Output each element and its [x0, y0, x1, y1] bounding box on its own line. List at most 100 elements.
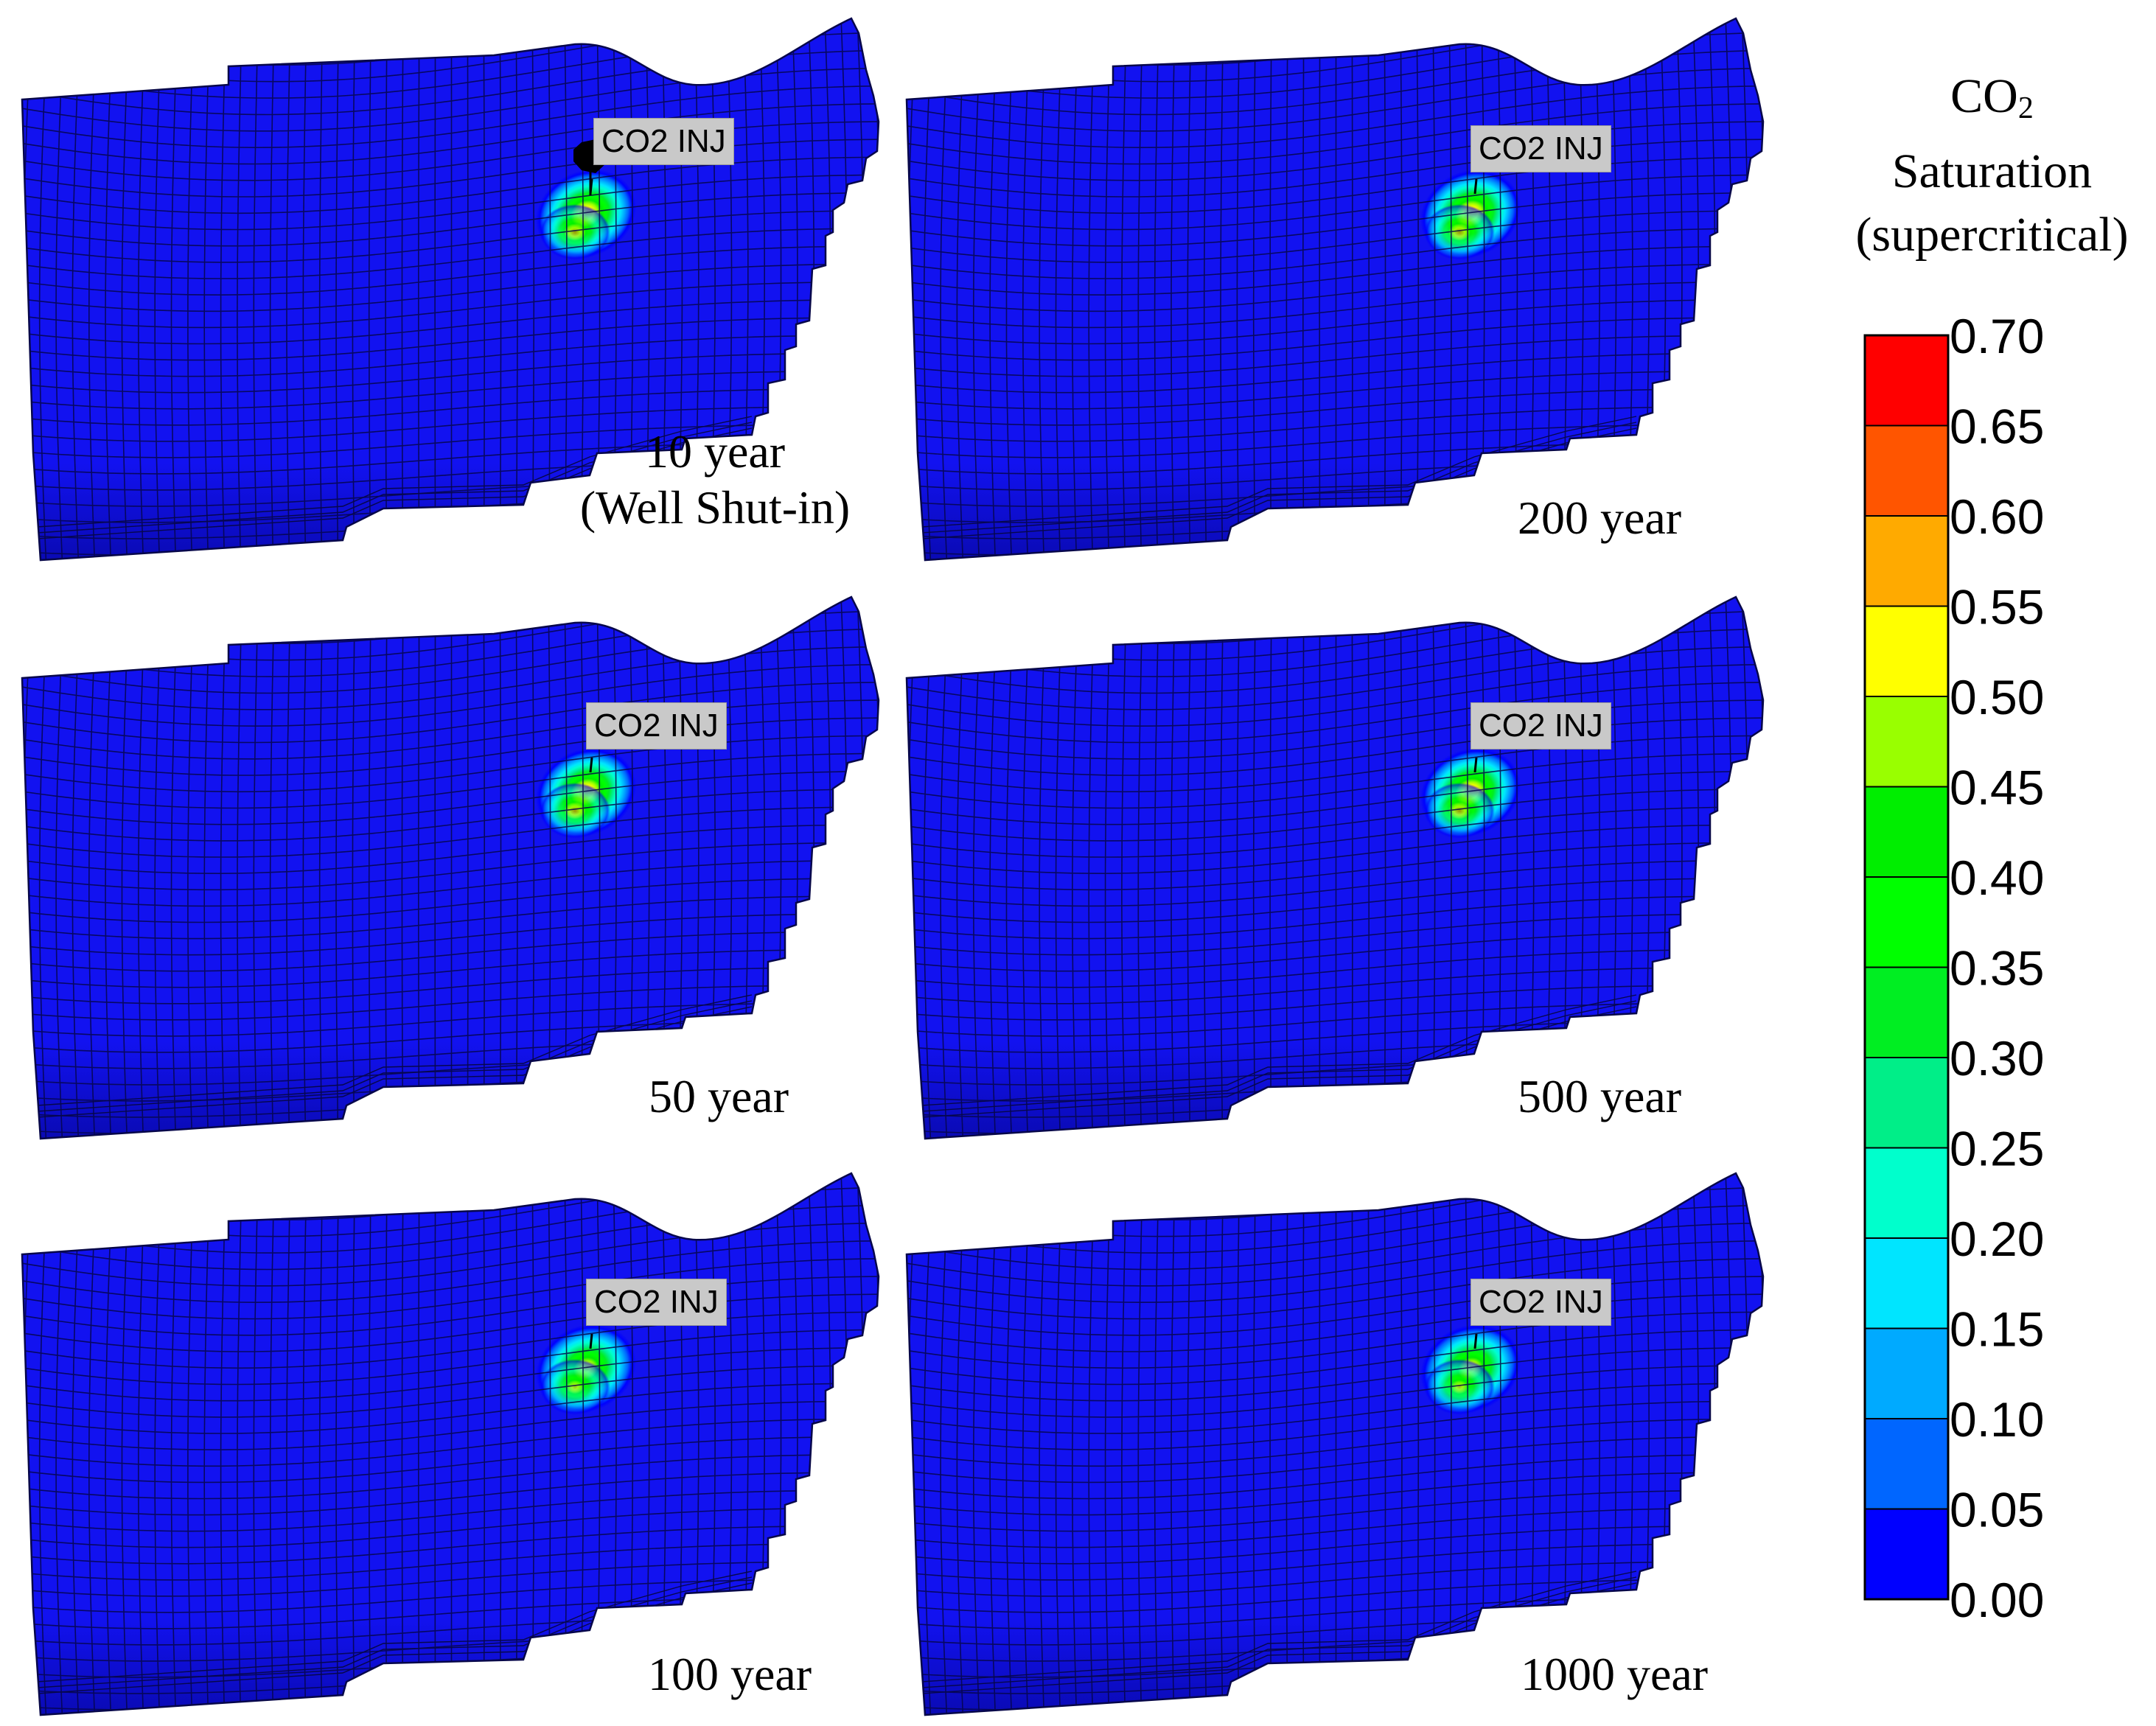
reservoir-panel-200-year: CO2 INJ 200 year — [899, 11, 1784, 571]
colorbar-tick-label: 0.20 — [1950, 1212, 2044, 1266]
injection-well — [1475, 1334, 1476, 1349]
reservoir-panel-500-year: CO2 INJ 500 year — [899, 590, 1784, 1150]
time-label-line-2: (Well Shut-in) — [523, 480, 907, 536]
reservoir-mesh — [899, 11, 1784, 571]
reservoir-mesh — [899, 1166, 1784, 1726]
colorbar-tick-label: 0.00 — [1950, 1573, 2044, 1627]
mesh-column-line — [435, 1193, 436, 1726]
colorbar: 0.700.650.600.550.500.450.400.350.300.25… — [1828, 0, 2156, 1711]
colorbar-tick-label: 0.70 — [1950, 309, 2044, 363]
reservoir-body — [907, 597, 1763, 1139]
colorbar-band — [1865, 787, 1948, 878]
mesh-column-line — [1368, 1187, 1369, 1726]
time-label-line-1: 50 year — [564, 1069, 873, 1125]
colorbar-tick-label: 0.50 — [1950, 670, 2044, 724]
mesh-row-line — [899, 0, 1773, 65]
mesh-row-line — [15, 0, 888, 49]
colorbar-tick-label: 0.05 — [1950, 1483, 2044, 1537]
time-label-line-1: 1000 year — [1459, 1646, 1769, 1702]
mesh-column-line — [467, 612, 468, 1153]
colorbar-tick-label: 0.15 — [1950, 1302, 2044, 1357]
colorbar-band — [1865, 877, 1948, 968]
time-label-line-1: 10 year — [523, 424, 907, 480]
colorbar-tick-label: 0.10 — [1950, 1392, 2044, 1447]
reservoir-body — [907, 18, 1763, 560]
colorbar-tick-label: 0.60 — [1950, 489, 2044, 544]
mesh-row-line — [899, 1720, 1773, 1726]
mesh-column-line — [467, 1189, 468, 1726]
mesh-column-line — [888, 1134, 896, 1720]
colorbar-band — [1865, 1058, 1948, 1148]
colorbar-band — [1865, 1148, 1948, 1239]
mesh-column-line — [1352, 1189, 1353, 1726]
injection-well — [590, 1334, 592, 1349]
colorbar-band — [1865, 1509, 1948, 1600]
mesh-column-line — [1756, 1135, 1765, 1721]
well-trace — [590, 1334, 592, 1349]
time-label-line-1: 200 year — [1445, 490, 1754, 546]
mesh-column-line — [7, 1174, 15, 1726]
mesh-column-line — [1303, 1195, 1304, 1726]
mesh-row-line — [15, 1720, 888, 1726]
colorbar-tick-label: 0.35 — [1950, 941, 2044, 996]
colorbar-tick-label: 0.25 — [1950, 1122, 2044, 1176]
colorbar-band — [1865, 1419, 1948, 1509]
mesh-row-line — [899, 576, 1773, 643]
mesh-column-line — [1756, 0, 1765, 565]
colorbar-band — [1865, 1238, 1948, 1329]
mesh-row-line — [14, 0, 889, 65]
reservoir-mesh — [899, 590, 1784, 1150]
reservoir-body — [22, 1173, 879, 1715]
mesh-column-line — [1773, 1134, 1781, 1720]
mesh-column-line — [1303, 41, 1304, 576]
colorbar-tick-label: 0.30 — [1950, 1031, 2044, 1086]
mesh-column-line — [7, 598, 15, 1163]
colorbar-band — [1865, 607, 1948, 697]
mesh-column-line — [1319, 38, 1320, 576]
reservoir-panel-1000-year: CO2 INJ 1000 year — [899, 1166, 1784, 1726]
reservoir-panel-50-year: CO2 INJ 50 year — [15, 590, 899, 1150]
colorbar-band — [1865, 968, 1948, 1058]
colorbar-band — [1865, 426, 1948, 517]
mesh-column-line — [1756, 559, 1765, 1145]
injection-well — [1475, 758, 1476, 772]
mesh-row-line — [14, 576, 889, 643]
injector-label: CO2 INJ — [1471, 125, 1611, 172]
time-label: 500 year — [1445, 1069, 1754, 1125]
reservoir-panel-100-year: CO2 INJ 100 year — [15, 1166, 899, 1726]
well-trace — [1475, 1334, 1476, 1349]
mesh-column-line — [1773, 0, 1781, 565]
colorbar-tick-label: 0.65 — [1950, 399, 2044, 454]
injector-label: CO2 INJ — [1471, 1279, 1611, 1326]
colorbar-tick-label: 0.45 — [1950, 761, 2044, 815]
mesh-column-line — [1352, 612, 1353, 1153]
time-label: 50 year — [564, 1069, 873, 1125]
injector-label: CO2 INJ — [1471, 702, 1611, 750]
time-label-line-1: 100 year — [575, 1646, 885, 1702]
mesh-column-line — [1319, 617, 1320, 1154]
mesh-column-line — [888, 558, 896, 1144]
mesh-row-line — [15, 565, 888, 587]
colorbar-band — [1865, 335, 1948, 426]
mesh-column-line — [435, 617, 436, 1154]
colorbar-band — [1865, 1329, 1948, 1419]
colorbar-band — [1865, 696, 1948, 787]
mesh-row-line — [899, 565, 1773, 587]
mesh-row-line — [899, 0, 1773, 49]
reservoir-mesh — [15, 590, 899, 1150]
colorbar-tick-label: 0.55 — [1950, 580, 2044, 635]
injection-well — [1475, 179, 1476, 194]
mesh-column-line — [872, 1135, 880, 1721]
mesh-row-line — [899, 1144, 1773, 1166]
reservoir-panel-10-year: CO2 INJ 10 year (Well Shut-in) — [15, 11, 899, 571]
mesh-column-line — [467, 34, 468, 574]
mesh-column-line — [1773, 558, 1781, 1144]
well-trace — [1475, 758, 1476, 772]
colorbar-band — [1865, 516, 1948, 607]
mesh-column-line — [872, 559, 880, 1145]
mesh-row-line — [14, 1152, 889, 1220]
mesh-column-line — [1303, 619, 1304, 1155]
time-label: 100 year — [575, 1646, 885, 1702]
